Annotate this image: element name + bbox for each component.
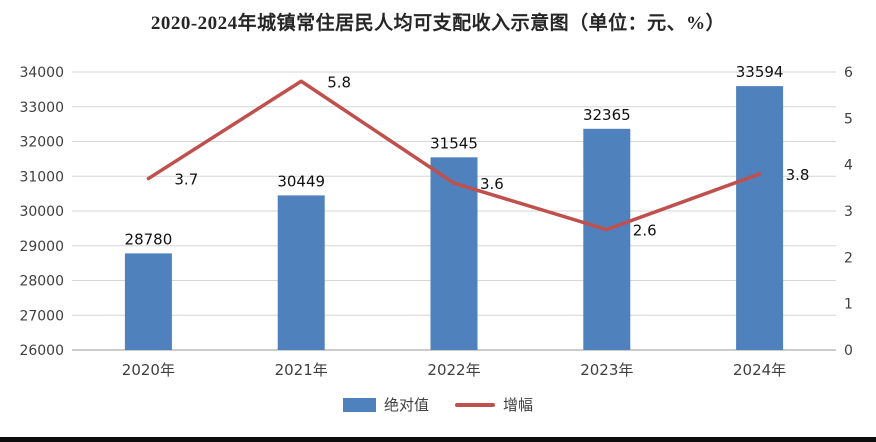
x-axis-label: 2020年 <box>122 361 175 379</box>
chart-canvas: 26000 27000 28000 29000 30000 31000 32000 33000… <box>19 63 853 379</box>
left-axis-tick-label: 34000 <box>19 65 64 81</box>
chart-title: 2020-2024年城镇常住居民人均可支配收入示意图（单位：元、%） <box>150 13 726 34</box>
bar <box>583 128 631 350</box>
left-axis-tick-label: 33000 <box>19 100 64 116</box>
bar-value-label: 28780 <box>125 230 173 248</box>
line-value-label: 3.7 <box>174 171 198 189</box>
bar <box>124 253 172 350</box>
line-series <box>146 79 762 232</box>
line-labels: 3.7 5.8 3.6 2.6 3.8 <box>174 73 809 239</box>
right-axis-tick-label: 1 <box>844 297 853 313</box>
bar-series: 28780 30449 31545 32365 33594 <box>124 63 784 351</box>
chart-legend: 绝对值 增幅 <box>0 394 876 415</box>
x-axis: 2020年 2021年 2022年 2023年 2024年 <box>122 361 786 379</box>
line-value-label: 3.8 <box>786 166 810 184</box>
right-axis-tick-label: 3 <box>844 204 853 220</box>
left-axis-tick-label: 29000 <box>19 239 64 255</box>
right-axis-tick-label: 5 <box>844 111 853 127</box>
bar <box>277 195 325 350</box>
left-axis-tick-label: 27000 <box>19 308 64 324</box>
bar-value-label: 33594 <box>736 63 784 81</box>
line-swatch-icon <box>455 402 495 407</box>
right-axis: 0 1 2 3 4 5 6 <box>844 65 853 359</box>
right-axis-tick-label: 0 <box>844 343 853 359</box>
x-axis-label: 2021年 <box>275 361 328 379</box>
line-value-label: 5.8 <box>327 73 351 91</box>
x-axis-label: 2024年 <box>733 361 786 379</box>
bar-value-label: 31545 <box>430 134 478 152</box>
legend-label-bar: 绝对值 <box>383 396 429 414</box>
bar <box>736 86 784 351</box>
legend-label-line: 增幅 <box>503 396 534 414</box>
left-axis-tick-label: 32000 <box>19 135 64 151</box>
left-axis-tick-label: 30000 <box>19 204 64 220</box>
bar <box>430 157 478 350</box>
right-axis-tick-label: 4 <box>844 158 853 174</box>
left-axis-tick-label: 26000 <box>19 343 64 359</box>
x-axis-label: 2023年 <box>580 361 633 379</box>
legend-item-bar: 绝对值 <box>342 394 429 415</box>
bar-value-label: 30449 <box>277 172 325 190</box>
right-axis-tick-label: 6 <box>844 65 853 81</box>
bar-value-label: 32365 <box>583 106 631 124</box>
bar-swatch-icon <box>342 397 376 412</box>
right-axis-tick-label: 2 <box>844 250 853 266</box>
left-axis-tick-label: 31000 <box>19 169 64 185</box>
line-value-label: 2.6 <box>633 222 657 240</box>
line-value-label: 3.6 <box>480 175 504 193</box>
legend-item-line: 增幅 <box>455 394 533 415</box>
bottom-border <box>0 437 876 442</box>
x-axis-label: 2022年 <box>427 361 480 379</box>
left-axis-tick-label: 28000 <box>19 274 64 290</box>
